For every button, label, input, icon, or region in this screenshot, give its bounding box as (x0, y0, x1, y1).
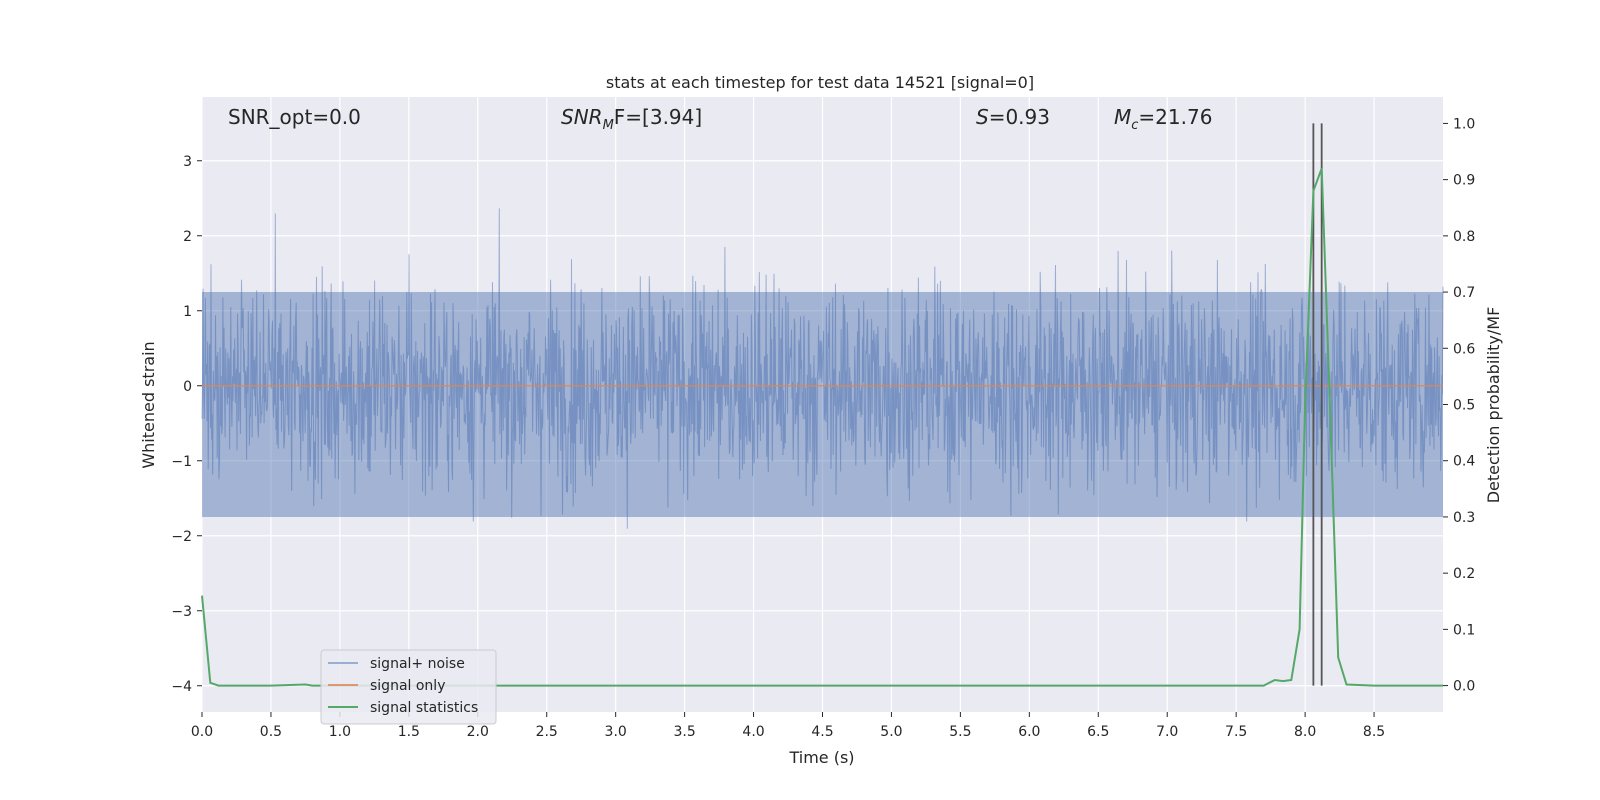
x-tick-label: 2.0 (467, 724, 489, 740)
x-tick-label: 0.0 (191, 724, 213, 740)
y-left-tick-label: −3 (171, 604, 192, 620)
y-right-tick-label: 0.3 (1453, 510, 1475, 526)
x-tick-label: 6.5 (1087, 724, 1109, 740)
y-left-tick-label: −1 (171, 454, 192, 470)
x-tick-label: 0.5 (260, 724, 282, 740)
y-right-tick-label: 0.4 (1453, 454, 1475, 470)
s-annotation: S=0.93 (976, 105, 1050, 129)
signal-statistics-series (201, 168, 1443, 687)
legend-label-signal-statistics: signal statistics (370, 700, 478, 716)
y-right-tick-label: 0.0 (1453, 679, 1475, 695)
x-tick-label: 8.5 (1363, 724, 1385, 740)
mc-annotation: Mc=21.76 (1114, 105, 1212, 133)
x-tick-label: 8.0 (1294, 724, 1316, 740)
y-right-tick-label: 0.5 (1453, 398, 1475, 414)
x-tick-label: 7.0 (1156, 724, 1178, 740)
x-tick-label: 4.0 (742, 724, 764, 740)
x-axis-ticks: 0.0 0.5 1.0 1.5 2.0 2.5 3.0 3.5 4.0 4.5 5.0 5.5 6.0 6… (191, 712, 1385, 740)
y-right-tick-label: 0.1 (1453, 622, 1475, 638)
y-right-tick-label: 0.8 (1453, 229, 1475, 245)
x-axis-label: Time (s) (788, 748, 854, 767)
snr-mf-annotation: SNRMF=[3.94] (561, 105, 702, 133)
x-tick-label: 1.5 (398, 724, 420, 740)
x-tick-label: 6.0 (1018, 724, 1040, 740)
y-right-tick-label: 0.7 (1453, 285, 1475, 301)
x-tick-label: 3.0 (605, 724, 627, 740)
snr-opt-annotation: SNR_opt=0.0 (228, 105, 361, 129)
signal-statistics-line (201, 168, 1443, 687)
y-left-axis-ticks: 3 2 1 0 −1 −2 −3 −4 (171, 154, 202, 695)
y-left-axis-label: Whitened strain (139, 341, 158, 468)
y-right-tick-label: 0.9 (1453, 173, 1475, 189)
annotations: SNR_opt=0.0 SNRMF=[3.94] S=0.93 Mc=21.76 (228, 105, 1212, 133)
signal-noise-series (201, 208, 1444, 529)
y-right-axis-ticks: 1.0 0.9 0.8 0.7 0.6 0.5 0.4 0.3 0.2 0.1 0.0 (1443, 116, 1475, 695)
y-right-axis-label: Detection probability/MF (1484, 307, 1503, 504)
y-right-tick-label: 1.0 (1453, 116, 1475, 132)
legend: signal+ noise signal only signal statist… (320, 649, 497, 725)
x-tick-label: 4.5 (811, 724, 833, 740)
y-left-tick-label: −4 (171, 679, 192, 695)
x-tick-label: 5.0 (880, 724, 902, 740)
vertical-markers (1312, 123, 1323, 686)
y-left-tick-label: 2 (183, 229, 192, 245)
legend-label-signal-only: signal only (370, 678, 445, 694)
x-tick-label: 1.0 (329, 724, 351, 740)
x-tick-label: 3.5 (673, 724, 695, 740)
y-left-tick-label: −2 (171, 529, 192, 545)
y-right-tick-label: 0.2 (1453, 566, 1475, 582)
y-right-tick-label: 0.6 (1453, 341, 1475, 357)
legend-box (320, 649, 497, 725)
y-left-tick-label: 3 (183, 154, 192, 170)
legend-label-signal-noise: signal+ noise (370, 656, 465, 672)
x-tick-label: 2.5 (536, 724, 558, 740)
y-left-tick-label: 0 (183, 379, 192, 395)
y-left-tick-label: 1 (183, 304, 192, 320)
signal-noise-line (201, 208, 1444, 529)
x-tick-label: 7.5 (1225, 724, 1247, 740)
chart-title: stats at each timestep for test data 145… (606, 73, 1034, 92)
x-tick-label: 5.5 (949, 724, 971, 740)
